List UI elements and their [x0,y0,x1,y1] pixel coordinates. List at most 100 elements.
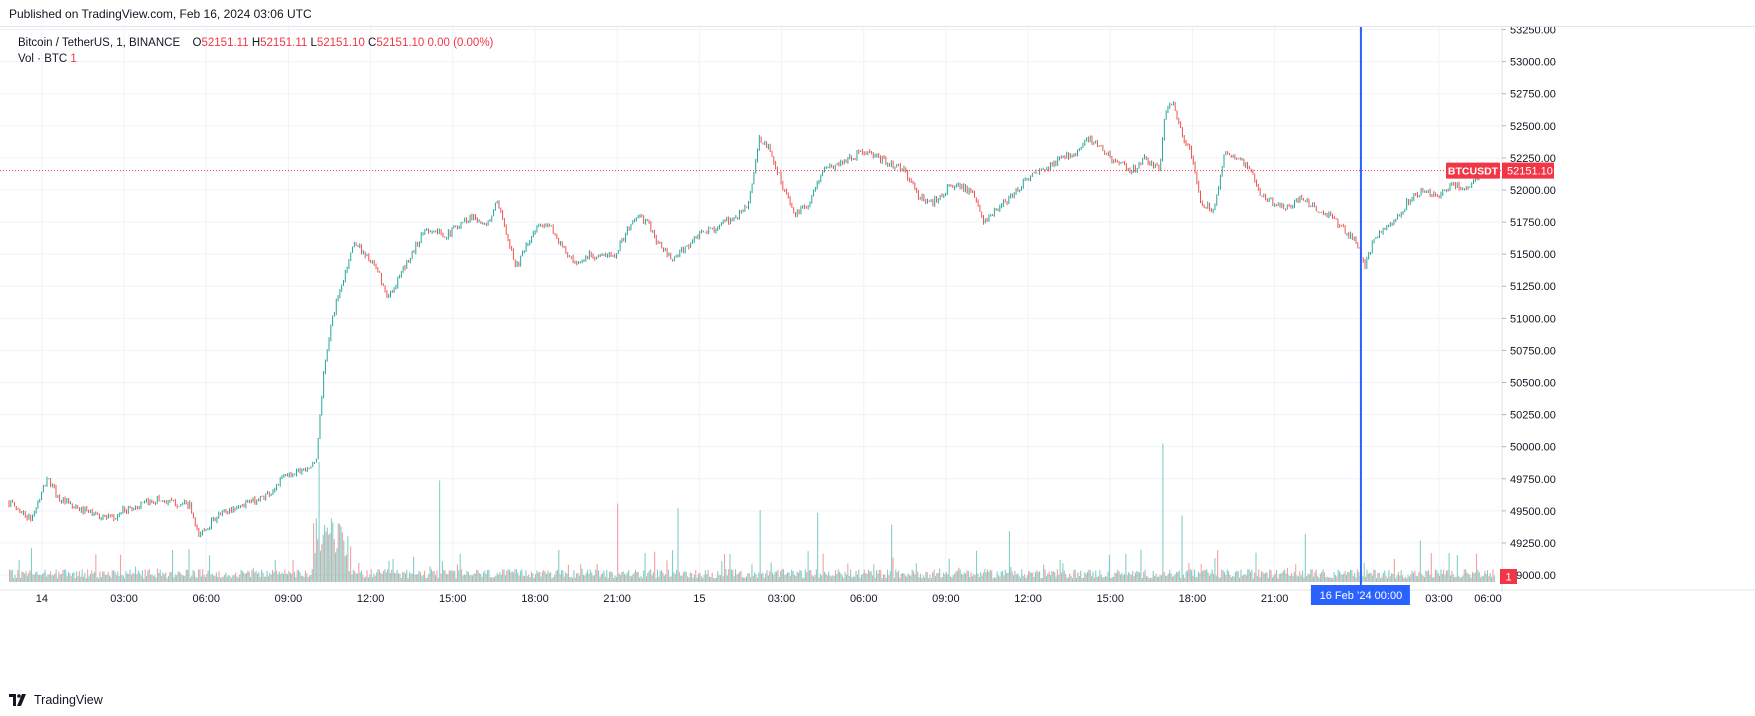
volume-bar [158,572,160,582]
volume-bar [854,576,856,582]
volume-bar [1284,569,1286,582]
volume-bar [754,572,756,582]
volume-bar [900,573,902,582]
volume-bar [72,573,74,582]
y-tick-label: 50750.00 [1510,345,1556,357]
volume-bar [1321,571,1323,582]
volume-bar [1251,569,1253,582]
volume-bar [1078,575,1080,582]
y-tick-label: 52000.00 [1510,185,1556,197]
volume-bar [644,553,646,582]
volume-bar [1230,577,1232,582]
volume-bar [536,570,538,582]
legend-symbol[interactable]: Bitcoin / TetherUS, 1, BINANCE [18,37,181,49]
legend-low-label: L [310,37,317,49]
volume-bar [650,569,652,582]
volume-bar [1270,570,1272,582]
volume-bar [856,574,858,582]
volume-bar [467,572,469,582]
volume-bar [85,578,87,582]
volume-bar [721,561,723,582]
volume-bar [545,574,548,582]
volume-bar [563,576,565,582]
volume-bar [1166,575,1168,582]
volume-bar [819,573,821,582]
volume-bar [398,573,400,582]
volume-bar [213,575,215,582]
volume-bar [1010,566,1012,582]
volume-bar [387,569,389,582]
chart-frame[interactable]: 14 03:00 06:00 09:00 12:00 15:00 18:00 21:00 15 0… [0,26,1755,679]
volume-bar [295,577,297,582]
volume-bar [910,575,912,582]
volume-bar [687,576,689,582]
volume-bar [1493,575,1495,582]
volume-bar [544,571,546,582]
y-tick-label: 51750.00 [1510,217,1556,229]
volume-bar [1073,570,1075,582]
volume-bar [655,577,657,582]
volume-bar [369,574,371,582]
volume-bar [162,572,164,582]
legend-volume-label[interactable]: Vol · BTC [18,53,68,65]
volume-bar [759,510,761,582]
x-tick-label: 12:00 [1014,593,1042,605]
volume-bar [1015,574,1017,582]
volume-bar [903,573,905,582]
volume-bar [1306,576,1308,582]
volume-bar [1143,571,1145,582]
volume-bar [1180,577,1182,582]
volume-bar [933,569,935,582]
volume-bar [639,577,641,582]
volume-bar [706,574,708,582]
volume-bar [792,571,794,582]
volume-badge-label: 1 [1505,572,1511,584]
volume-bar [21,571,23,582]
volume-bar [1297,576,1300,582]
volume-bar [1269,569,1271,582]
volume-bar [245,572,248,582]
volume-bar [322,534,324,582]
volume-bar [589,569,591,582]
volume-bar [450,570,452,582]
volume-bar [1410,574,1412,582]
volume-bar [1469,574,1471,582]
volume-bar [862,573,864,582]
volume-bar [788,572,790,582]
volume-bar [284,569,286,582]
volume-bar [1039,571,1041,582]
volume-bar [1008,531,1010,582]
volume-bar [448,570,450,582]
volume-bar [1367,573,1369,582]
volume-bar [62,570,64,582]
volume-bar [1369,572,1371,582]
volume-bar [410,573,412,582]
volume-bar [478,573,480,582]
volume-bar [143,578,145,582]
volume-bar [695,570,697,582]
volume-bar [181,575,183,582]
volume-bar [730,569,732,582]
volume-bar [647,573,649,582]
volume-bar [73,572,75,582]
volume-bar [10,570,12,582]
volume-bar [1302,570,1304,582]
volume-bar [1304,534,1306,582]
volume-bar [1462,575,1464,582]
volume-bar [660,570,663,582]
volume-bar [36,571,38,582]
volume-bar [619,575,621,582]
volume-bar [1473,573,1475,582]
volume-bar [688,577,690,582]
volume-bar [373,573,375,582]
chart-canvas[interactable]: 14 03:00 06:00 09:00 12:00 15:00 18:00 21:00 15 0… [0,27,1755,679]
volume-bar [1030,572,1032,582]
volume-bar [91,570,93,582]
volume-bar [836,574,838,582]
volume-bar [1197,571,1200,582]
volume-bar [771,572,774,582]
volume-bar [292,560,294,582]
volume-bar [826,575,828,582]
volume-bar [634,569,637,582]
volume-bar [1281,572,1283,582]
